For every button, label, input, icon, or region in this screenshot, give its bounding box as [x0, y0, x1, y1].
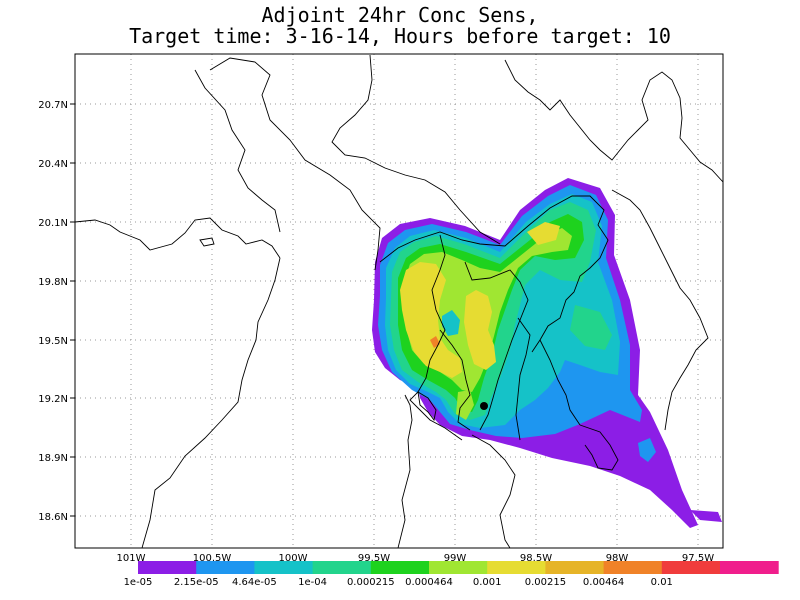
colorbar-swatch [487, 561, 546, 574]
lat-label: 20.1N [38, 218, 68, 229]
boundary-east-spine [331, 54, 501, 245]
colorbar-swatch [429, 561, 488, 574]
colorbar-swatch [661, 561, 721, 574]
colorbar-label: 2.15e-05 [174, 577, 219, 588]
lat-label: 20.4N [38, 159, 68, 170]
title-line-1: Adjoint 24hr Conc Sens, [261, 3, 539, 27]
state-boundaries [75, 54, 723, 548]
lat-label: 19.2N [38, 394, 68, 405]
lat-label: 19.5N [38, 336, 68, 347]
lon-label: 97.5W [682, 553, 714, 564]
title-line-2: Target time: 3-16-14, Hours before targe… [129, 24, 671, 48]
boundary-outline-loop [417, 391, 437, 422]
colorbar-label: 0.00215 [525, 577, 566, 588]
boundary-inner-1 [409, 234, 463, 441]
boundary-south-spur [579, 424, 619, 471]
boundary-south [397, 394, 413, 548]
boundary-lake [199, 237, 215, 247]
target-point-marker [480, 402, 488, 410]
lon-label: 100W [279, 553, 308, 564]
sensitivity-field [372, 178, 722, 528]
colorbar-label: 0.001 [473, 577, 502, 588]
boundary-north-west [75, 217, 281, 259]
contour-yellow-center [464, 290, 496, 370]
boundary-inner-3 [439, 329, 471, 431]
colorbar-swatch [370, 561, 430, 574]
contour-teal-pocket [442, 310, 460, 336]
lat-label: 20.7N [38, 100, 68, 111]
contour-lightblue-spot [638, 438, 656, 462]
boundary-north-spine [209, 57, 381, 271]
lon-label: 99.5W [358, 553, 390, 564]
map-frame [74, 53, 724, 549]
lat-label: 19.8N [38, 277, 68, 288]
boundary-north-east [194, 69, 281, 233]
lon-label: 101W [117, 553, 146, 564]
boundary-central-west [141, 257, 281, 548]
colorbar-swatch [603, 561, 663, 574]
colorbar: 1e-05 2.15e-05 4.64e-05 1e-04 0.000215 0.0004… [124, 561, 779, 588]
lat-labels: 20.7N 20.4N 20.1N 19.8N 19.5N 19.2N 18.9… [38, 100, 68, 523]
contour-yellow-north [527, 222, 560, 245]
lon-label: 98W [606, 553, 629, 564]
lon-label: 99W [444, 553, 467, 564]
colorbar-swatch [545, 561, 605, 574]
boundary-far-northeast [504, 59, 723, 183]
boundary-east-coast [611, 189, 709, 431]
boundary-south-east [471, 434, 516, 548]
contour-lime-south [456, 390, 474, 420]
colorbar-swatch [196, 561, 255, 574]
contour-seagreen-east [570, 305, 612, 350]
boundary-inner-5 [539, 339, 581, 426]
colorbar-swatch [720, 561, 779, 574]
contour-yellow-west [400, 262, 462, 378]
boundary-inner-2 [464, 261, 529, 431]
lat-label: 18.6N [38, 512, 68, 523]
lat-ticks [70, 103, 75, 517]
lat-label: 18.9N [38, 453, 68, 464]
contour-purple-sliver [690, 510, 722, 522]
colorbar-label: 1e-05 [124, 577, 153, 588]
colorbar-swatch [312, 561, 372, 574]
lon-labels: 101W 100.5W 100W 99.5W 99W 98.5W 98W 97.… [117, 553, 715, 564]
lon-label: 100.5W [193, 553, 232, 564]
colorbar-swatch [138, 561, 197, 574]
colorbar-swatch [254, 561, 314, 574]
colorbar-label: 4.64e-05 [232, 577, 277, 588]
colorbar-label: 1e-04 [298, 577, 327, 588]
lon-label: 98.5W [520, 553, 552, 564]
colorbar-label: 0.000464 [405, 577, 453, 588]
colorbar-label: 0.000215 [347, 577, 395, 588]
boundary-central-loop [379, 195, 609, 353]
colorbar-label: 0.01 [651, 577, 673, 588]
boundary-inner-4 [515, 317, 531, 441]
colorbar-label: 0.00464 [583, 577, 624, 588]
